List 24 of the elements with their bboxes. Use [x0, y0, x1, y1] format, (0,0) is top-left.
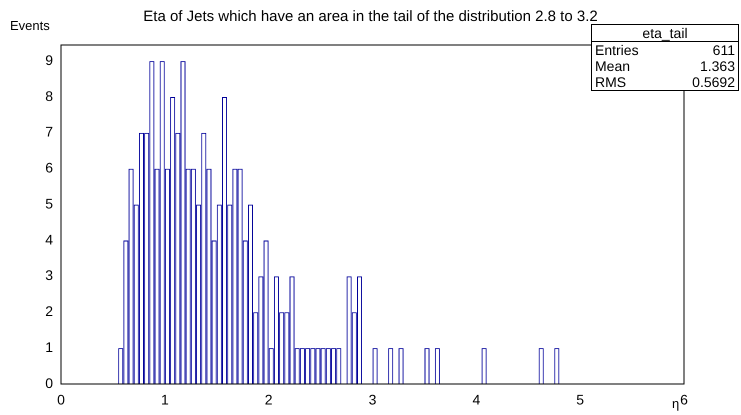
text: RMS 0.5692 — [595, 74, 735, 90]
y-tick-label: 1 — [45, 338, 54, 355]
y-axis-title: Events — [10, 18, 50, 33]
y-tick-label: 3 — [45, 267, 54, 284]
x-tick-label: 3 — [368, 391, 377, 408]
chart-title: Eta of Jets which have an area in the tail of the distribution 2.8 to 3.2 — [143, 8, 598, 25]
y-tick-label: 7 — [45, 124, 54, 140]
y-tick-label: 8 — [45, 88, 54, 104]
y-tick-label: 5 — [45, 195, 54, 212]
text: Mean 1.363 — [595, 58, 735, 74]
text: Entries 611 — [595, 42, 735, 58]
x-tick-label: 1 — [160, 391, 169, 408]
x-tick-label: 2 — [264, 391, 273, 408]
x-tick-label: 5 — [576, 391, 584, 408]
text: eta_tail — [592, 25, 738, 42]
y-tick-label: 2 — [45, 303, 54, 320]
x-axis-title: η — [672, 396, 680, 411]
x-tick-label: 0 — [57, 391, 66, 408]
x-tick-label: 4 — [472, 391, 480, 408]
y-tick-label: 9 — [45, 52, 54, 68]
x-tick-label: 6 — [680, 391, 688, 408]
y-tick-label: 0 — [45, 374, 54, 391]
y-tick-label: 4 — [45, 231, 54, 248]
y-tick-label: 6 — [45, 160, 54, 176]
